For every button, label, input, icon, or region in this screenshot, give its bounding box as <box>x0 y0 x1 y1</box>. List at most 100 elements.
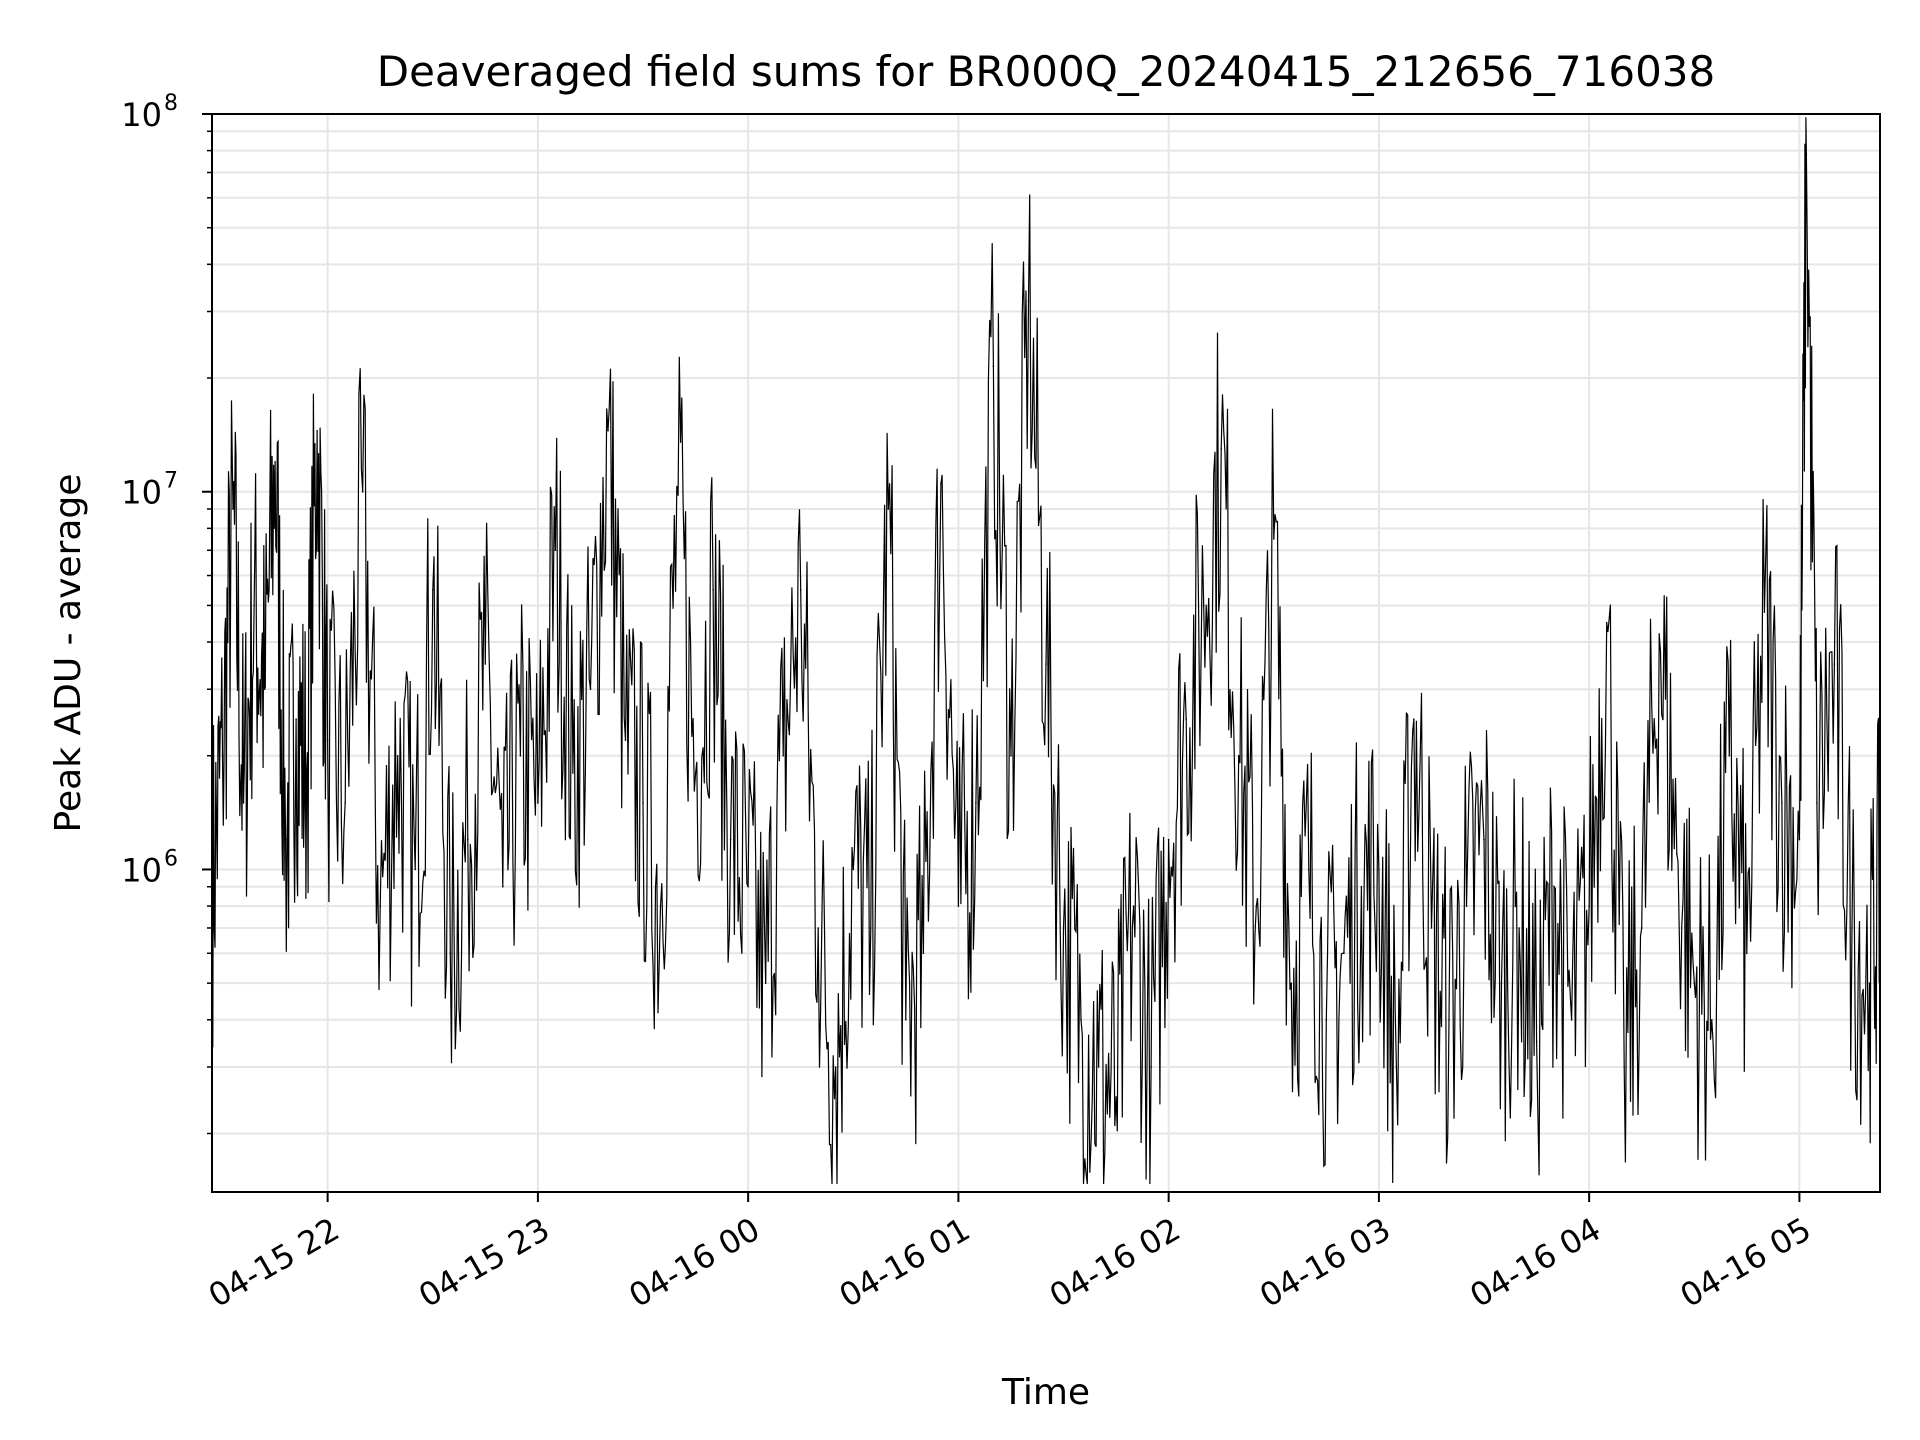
data-point <box>305 772 308 774</box>
y-tick-label: 10 <box>121 474 162 512</box>
data-point <box>1868 982 1871 984</box>
y-tick-exponent: 8 <box>164 91 178 116</box>
data-point <box>1273 538 1275 540</box>
data-point <box>1062 927 1065 929</box>
data-point <box>1343 952 1345 955</box>
data-point <box>975 802 977 804</box>
data-point <box>747 885 749 888</box>
data-point <box>607 430 609 432</box>
data-point <box>572 772 574 774</box>
y-tick-exponent: 6 <box>164 846 178 871</box>
x-tick-label: 04-15 22 <box>202 1210 346 1315</box>
data-point <box>1308 868 1310 871</box>
x-axis-label: Time <box>1001 1372 1090 1413</box>
x-tick-label: 04-16 00 <box>623 1210 767 1315</box>
data-point <box>1325 1019 1328 1021</box>
data-point <box>1728 755 1731 757</box>
data-point <box>1805 154 1808 156</box>
data-point <box>242 802 245 804</box>
data-point <box>1132 905 1135 907</box>
grid-lines <box>212 113 1880 1192</box>
data-point <box>764 982 767 984</box>
data-point <box>1640 927 1643 929</box>
data-point <box>1553 885 1555 888</box>
y-axis-label: Peak ADU - average <box>48 474 89 833</box>
data-point <box>1711 1019 1713 1021</box>
data-point <box>782 755 784 757</box>
data-point <box>1483 838 1485 841</box>
data-point <box>870 927 872 929</box>
data-point <box>1798 838 1801 841</box>
data-point <box>729 838 732 841</box>
data-point <box>1395 1066 1398 1068</box>
data-point <box>1605 621 1608 624</box>
data-point <box>1027 300 1030 302</box>
data-point <box>1518 927 1520 929</box>
x-tick-label: 04-16 02 <box>1043 1210 1187 1315</box>
data-point <box>642 802 644 804</box>
data-point <box>519 755 522 757</box>
data-point <box>232 508 234 510</box>
data-point <box>940 482 942 485</box>
data-point <box>1448 1019 1450 1021</box>
data-point <box>379 905 382 907</box>
x-tick-label: 04-16 05 <box>1674 1210 1818 1315</box>
data-point <box>1465 905 1468 907</box>
data-point <box>274 461 276 463</box>
data-point <box>1255 905 1258 907</box>
data-point <box>1378 868 1380 871</box>
data-point <box>1045 663 1047 665</box>
series-layer <box>211 117 1881 1185</box>
data-point <box>1413 718 1415 720</box>
data-point <box>1167 838 1170 841</box>
y-tick-label: 10 <box>121 851 162 889</box>
data-point <box>1237 755 1240 757</box>
data-point <box>1185 718 1187 720</box>
data-point <box>1080 1019 1082 1021</box>
data-point <box>1290 982 1293 984</box>
x-tick-label: 04-15 23 <box>412 1210 556 1315</box>
data-point <box>1535 1040 1538 1043</box>
data-point <box>361 490 364 493</box>
data-point <box>253 604 255 607</box>
data-point <box>1658 633 1660 635</box>
data-point <box>537 802 539 804</box>
data-point <box>263 688 266 690</box>
chart-title: Deaveraged field sums for BR000Q_2024041… <box>377 47 1716 96</box>
data-point <box>1833 663 1836 665</box>
data-point <box>799 589 802 591</box>
data-point <box>1010 755 1012 757</box>
data-point <box>992 365 995 368</box>
data-point <box>712 589 714 591</box>
data-point <box>1816 802 1818 804</box>
data-point <box>1781 802 1783 804</box>
data-point <box>624 739 627 741</box>
data-point <box>1360 885 1363 888</box>
data-point <box>316 430 318 432</box>
data-point <box>1851 927 1853 929</box>
data-point <box>284 838 287 841</box>
data-point <box>677 494 679 496</box>
x-tick-label: 04-16 03 <box>1253 1210 1397 1315</box>
data-point <box>432 589 434 591</box>
data-point <box>1115 1096 1117 1098</box>
data-point <box>484 663 487 665</box>
data-point <box>1430 927 1433 929</box>
data-point <box>326 739 329 741</box>
data-point <box>659 905 662 907</box>
data-point <box>1746 952 1748 955</box>
data-point <box>344 802 347 804</box>
data-point <box>694 772 697 774</box>
data-point <box>1676 853 1678 855</box>
x-tick-label: 04-16 04 <box>1464 1210 1608 1315</box>
data-point <box>554 549 557 551</box>
data-point <box>221 755 224 757</box>
data-point <box>295 718 297 720</box>
data-point <box>396 755 399 757</box>
data-point <box>589 688 592 690</box>
data-point <box>1202 604 1205 607</box>
y-tick-exponent: 7 <box>164 469 178 494</box>
series-line <box>211 117 1881 1185</box>
